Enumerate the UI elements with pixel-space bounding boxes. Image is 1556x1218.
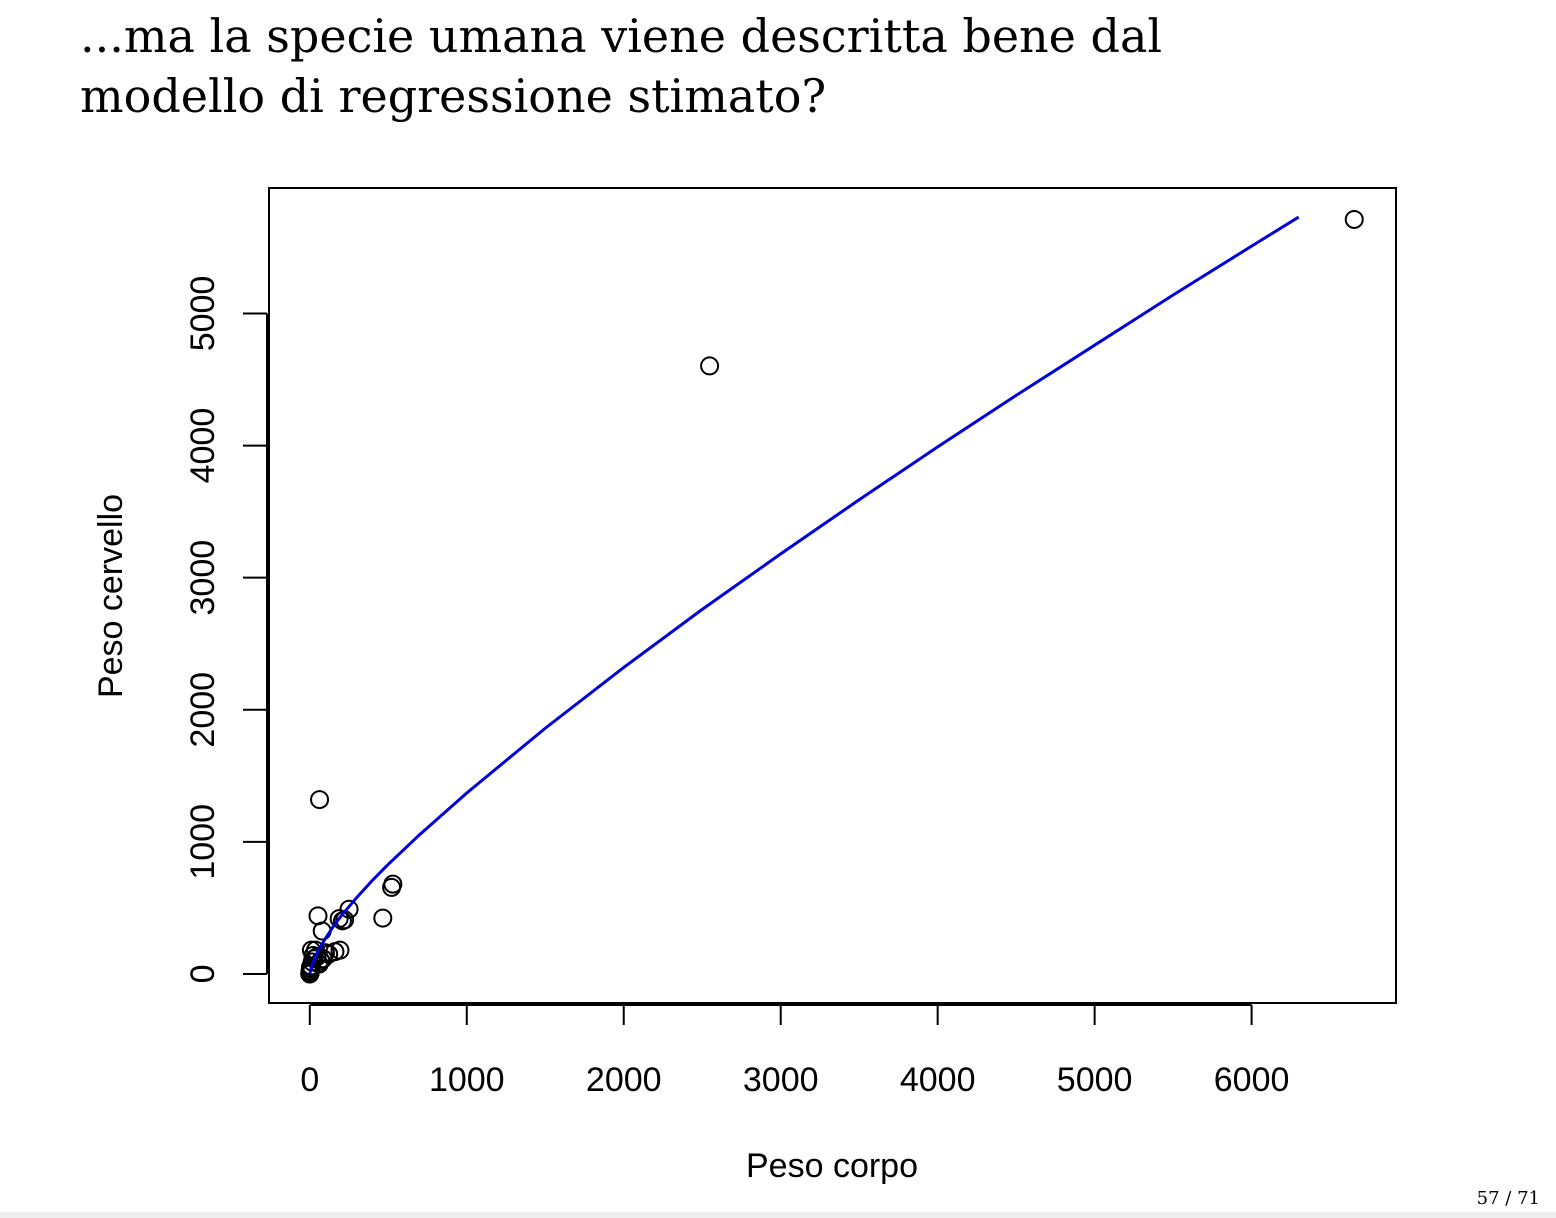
y-tick-label: 4000 [184, 408, 222, 484]
y-tick-label: 2000 [184, 672, 222, 748]
data-point [383, 874, 403, 894]
page-number: 57 / 71 [1476, 1188, 1540, 1209]
bottom-bar [0, 1212, 1556, 1218]
y-tick-label: 3000 [184, 540, 222, 616]
y-axis: 0 1000 2000 3000 4000 5000 [184, 276, 268, 983]
data-point [1344, 209, 1364, 229]
x-tick-label: 2000 [586, 1061, 662, 1099]
x-axis-label: Peso corpo [746, 1147, 918, 1185]
x-tick-label: 1000 [429, 1061, 505, 1099]
y-tick-label: 0 [184, 964, 222, 983]
x-axis: 0 1000 2000 3000 4000 5000 6000 [300, 1004, 1290, 1099]
data-point [373, 908, 393, 928]
data-point [310, 790, 330, 810]
data-point [319, 944, 339, 964]
data-point [300, 964, 320, 984]
data-point [302, 952, 322, 972]
x-tick-label: 4000 [900, 1061, 976, 1099]
y-tick-label: 1000 [184, 804, 222, 880]
y-tick-label: 5000 [184, 276, 222, 352]
data-point [700, 356, 720, 376]
y-axis-label: Peso cervello [92, 494, 130, 698]
x-tick-label: 3000 [743, 1061, 819, 1099]
plot-box [268, 187, 1397, 1004]
x-tick-label: 6000 [1214, 1061, 1290, 1099]
x-tick-label: 5000 [1057, 1061, 1133, 1099]
x-tick-label: 0 [300, 1061, 319, 1099]
slide-title-line-2: modello di regressione stimato? [80, 69, 827, 123]
plot-area [300, 209, 1364, 984]
slide-title-line-1: ...ma la specie umana viene descritta be… [80, 9, 1163, 63]
data-point [307, 947, 327, 967]
slide-title: ...ma la specie umana viene descritta be… [80, 6, 1480, 126]
regression-curve [308, 215, 1300, 975]
